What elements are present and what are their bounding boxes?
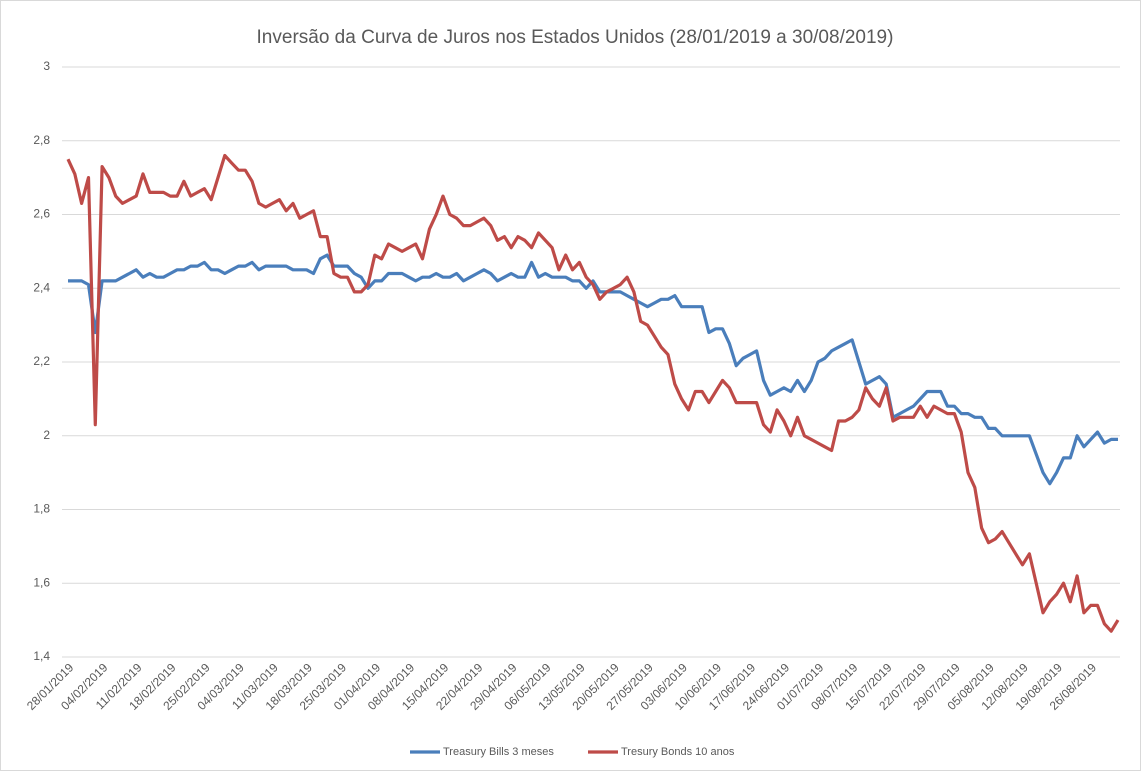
- series-line: [68, 253, 1118, 486]
- y-tick-label: 2,2: [33, 354, 50, 368]
- y-tick-label: 1,4: [33, 649, 50, 663]
- y-tick-label: 1,8: [33, 502, 50, 516]
- series-line: [66, 153, 1120, 633]
- legend-label: Treasury Bills 3 meses: [443, 746, 554, 758]
- y-tick-label: 2,6: [33, 207, 50, 221]
- y-tick-label: 2,4: [33, 280, 50, 294]
- y-tick-label: 3: [43, 59, 50, 73]
- y-tick-label: 2,8: [33, 133, 50, 147]
- legend-label: Tresury Bonds 10 anos: [621, 746, 735, 758]
- chart-title: Inversão da Curva de Juros nos Estados U…: [257, 27, 894, 48]
- y-tick-label: 1,6: [33, 575, 50, 589]
- y-tick-label: 2: [43, 428, 50, 442]
